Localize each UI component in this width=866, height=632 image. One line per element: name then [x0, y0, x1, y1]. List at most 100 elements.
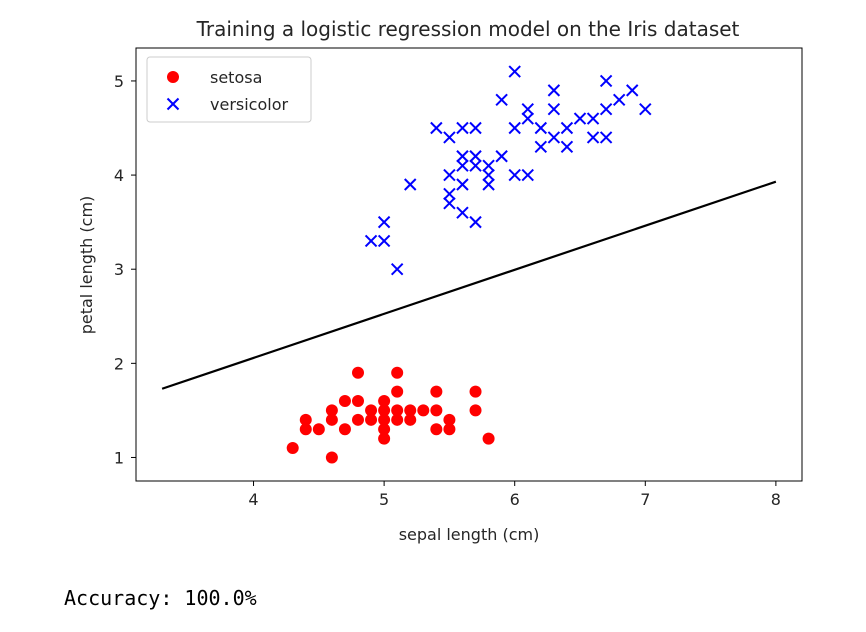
setosa-point	[443, 423, 456, 436]
versicolor-point	[443, 197, 456, 210]
versicolor-point	[482, 178, 495, 191]
legend-marker-setosa	[167, 71, 179, 83]
versicolor-point	[469, 150, 482, 163]
setosa-point	[391, 385, 404, 398]
series-versicolor	[364, 65, 652, 276]
versicolor-point	[586, 131, 600, 144]
setosa-point	[378, 394, 391, 407]
legend-label-versicolor: versicolor	[210, 95, 288, 114]
setosa-point	[286, 442, 299, 455]
versicolor-point	[560, 121, 574, 135]
versicolor-point	[364, 234, 378, 248]
versicolor-point	[456, 121, 469, 135]
versicolor-point	[482, 168, 495, 182]
versicolor-point	[534, 121, 548, 135]
setosa-point	[338, 423, 351, 436]
setosa-point	[391, 366, 404, 379]
versicolor-point	[456, 206, 469, 219]
versicolor-point	[469, 159, 482, 172]
y-tick-label: 4	[114, 166, 124, 185]
setosa-point	[378, 404, 391, 417]
versicolor-point	[443, 168, 456, 182]
versicolor-point	[547, 102, 561, 116]
y-axis-label: petal length (cm)	[77, 196, 96, 335]
setosa-point	[299, 413, 312, 426]
x-tick-label: 5	[379, 490, 389, 509]
series-setosa	[286, 366, 495, 464]
setosa-point	[325, 451, 338, 464]
versicolor-point	[547, 131, 561, 144]
y-tick-label: 5	[114, 72, 124, 91]
setosa-point	[352, 394, 364, 407]
versicolor-point	[521, 102, 534, 116]
versicolor-point	[560, 140, 574, 154]
y-tick-label: 1	[114, 448, 124, 467]
setosa-point	[365, 413, 378, 426]
versicolor-point	[404, 178, 417, 191]
setosa-point	[404, 404, 417, 417]
setosa-point	[469, 385, 482, 398]
x-axis-label: sepal length (cm)	[399, 525, 540, 544]
setosa-point	[443, 413, 456, 426]
chart-title: Training a logistic regression model on …	[196, 17, 740, 41]
versicolor-point	[626, 84, 639, 97]
setosa-point	[391, 413, 404, 426]
x-tick-label: 4	[248, 490, 258, 509]
versicolor-point	[508, 121, 521, 135]
versicolor-point	[508, 168, 521, 182]
setosa-point	[430, 385, 443, 398]
versicolor-point	[599, 131, 613, 144]
setosa-point	[391, 404, 404, 417]
setosa-point	[378, 423, 391, 436]
legend-label-setosa: setosa	[210, 68, 262, 87]
plot-marks	[161, 65, 777, 464]
versicolor-point	[469, 215, 482, 229]
versicolor-point	[534, 140, 548, 154]
setosa-point	[325, 413, 338, 426]
x-tick-label: 6	[510, 490, 520, 509]
y-axis-ticks: 1 2 3 4 5	[114, 72, 136, 467]
plot-frame	[135, 47, 803, 482]
versicolor-point	[599, 102, 613, 116]
versicolor-point	[521, 168, 534, 182]
scatter-chart: Training a logistic regression model on …	[77, 17, 803, 544]
versicolor-point	[508, 65, 521, 78]
x-tick-label: 7	[640, 490, 650, 509]
setosa-point	[365, 404, 378, 417]
setosa-point	[378, 413, 391, 426]
legend-marker-versicolor	[166, 97, 180, 111]
x-axis-ticks: 4 5 6 7 8	[248, 481, 781, 509]
versicolor-point	[547, 84, 561, 97]
setosa-point	[417, 404, 430, 417]
legend-box	[146, 56, 312, 123]
versicolor-point	[377, 234, 391, 248]
x-tick-label: 8	[771, 490, 781, 509]
setosa-point	[338, 394, 351, 407]
setosa-point	[404, 413, 417, 426]
versicolor-point	[639, 102, 652, 116]
versicolor-point	[482, 159, 495, 172]
decision-boundary-line	[161, 180, 777, 390]
setosa-point	[469, 404, 482, 417]
setosa-point	[325, 404, 338, 417]
y-tick-label: 2	[114, 354, 124, 373]
versicolor-point	[586, 112, 600, 125]
versicolor-point	[443, 187, 456, 201]
versicolor-point	[521, 112, 534, 125]
setosa-point	[430, 423, 443, 436]
versicolor-point	[612, 93, 626, 106]
setosa-point	[352, 413, 364, 426]
versicolor-point	[469, 121, 482, 135]
versicolor-point	[495, 93, 508, 106]
versicolor-point	[599, 74, 613, 88]
versicolor-point	[443, 131, 456, 144]
setosa-point	[312, 423, 325, 436]
versicolor-point	[456, 150, 469, 163]
versicolor-point	[430, 121, 443, 135]
accuracy-output: Accuracy: 100.0%	[64, 586, 257, 610]
versicolor-point	[390, 262, 404, 276]
setosa-point	[378, 432, 391, 445]
legend: setosa versicolor	[146, 56, 312, 123]
versicolor-point	[495, 150, 508, 163]
setosa-point	[299, 423, 312, 436]
